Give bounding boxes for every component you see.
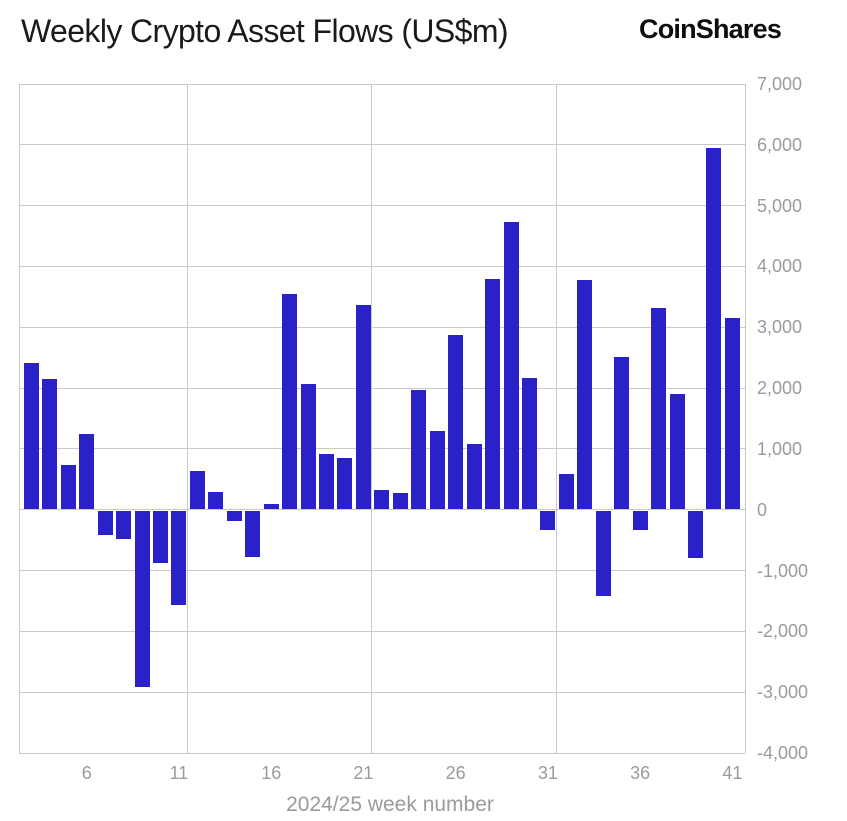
bar-week-30 bbox=[521, 377, 537, 509]
bar-week-16 bbox=[263, 503, 279, 509]
bar-week-35 bbox=[614, 357, 630, 509]
y-axis-tick-label: -4,000 bbox=[757, 743, 809, 763]
y-axis-tick-label: 0 bbox=[757, 499, 768, 520]
y-axis-tick-label: 6,000 bbox=[757, 134, 803, 155]
bar-week-17 bbox=[282, 293, 298, 509]
bar-week-18 bbox=[300, 384, 316, 509]
bar-week-29 bbox=[503, 222, 519, 509]
gridline-week-21 bbox=[371, 84, 373, 753]
bar-week-38 bbox=[669, 394, 685, 509]
x-axis-tick-label: 26 bbox=[445, 763, 466, 783]
bar-week-11 bbox=[171, 510, 187, 606]
bar-week-3 bbox=[23, 363, 39, 509]
bar-week-7 bbox=[97, 510, 113, 536]
bar-week-9 bbox=[134, 510, 150, 688]
bar-week-23 bbox=[392, 493, 408, 509]
bar-week-15 bbox=[245, 510, 261, 558]
gridline-y-6000 bbox=[19, 144, 745, 146]
bar-week-32 bbox=[558, 473, 574, 509]
bar-week-8 bbox=[116, 510, 132, 539]
bar-week-13 bbox=[208, 492, 224, 509]
bar-week-41 bbox=[724, 317, 740, 509]
gridline-y--2000 bbox=[19, 630, 745, 632]
x-axis-tick-label: 41 bbox=[722, 763, 743, 783]
gridline-y-3000 bbox=[19, 326, 745, 328]
y-axis-tick-label: -3,000 bbox=[757, 682, 809, 703]
bar-week-19 bbox=[319, 453, 335, 509]
bar-week-6 bbox=[79, 433, 95, 509]
x-axis-tick-label: 31 bbox=[537, 763, 558, 783]
plot-border-left bbox=[19, 84, 20, 753]
chart-title: Weekly Crypto Asset Flows (US$m) bbox=[21, 13, 509, 49]
y-axis-tick-label: -1,000 bbox=[757, 560, 809, 581]
bar-week-24 bbox=[411, 389, 427, 509]
gridline-y-4000 bbox=[19, 265, 745, 267]
bar-week-20 bbox=[337, 458, 353, 509]
x-axis-tick-label: 11 bbox=[169, 763, 189, 783]
x-axis-tick-label: 6 bbox=[81, 763, 92, 783]
bar-week-4 bbox=[42, 378, 58, 509]
bar-week-21 bbox=[355, 305, 371, 509]
bar-week-33 bbox=[577, 280, 593, 509]
bar-week-25 bbox=[429, 431, 445, 509]
y-axis-tick-label: 5,000 bbox=[757, 195, 803, 216]
y-axis-tick-label: -2,000 bbox=[757, 621, 809, 642]
gridline-y--4000 bbox=[19, 752, 745, 754]
x-axis-tick-label: 21 bbox=[353, 763, 374, 783]
bar-week-28 bbox=[485, 279, 501, 509]
gridline-y--3000 bbox=[19, 691, 745, 693]
y-axis-tick-label: 1,000 bbox=[757, 438, 803, 459]
coinshares-logo: CoinShares bbox=[639, 14, 782, 44]
bar-week-39 bbox=[687, 510, 703, 559]
bar-week-26 bbox=[448, 334, 464, 509]
bar-week-34 bbox=[595, 510, 611, 597]
gridline-week-11 bbox=[186, 84, 188, 753]
bar-week-40 bbox=[706, 147, 722, 509]
x-axis-title: 2024/25 week number bbox=[286, 793, 494, 816]
bar-week-36 bbox=[632, 510, 648, 531]
gridline-week-31 bbox=[555, 84, 557, 753]
bar-week-31 bbox=[540, 510, 556, 530]
x-axis-tick-label: 16 bbox=[261, 763, 282, 783]
gridline-y-7000 bbox=[19, 83, 745, 85]
y-axis-tick-label: 4,000 bbox=[757, 256, 803, 277]
y-axis-tick-label: 2,000 bbox=[757, 378, 803, 399]
bar-week-22 bbox=[374, 490, 390, 509]
gridline-y--1000 bbox=[19, 570, 745, 572]
y-axis-tick-label: 7,000 bbox=[757, 74, 803, 94]
x-axis-tick-label: 36 bbox=[630, 763, 651, 783]
gridline-y-0 bbox=[19, 509, 745, 511]
gridline-y-5000 bbox=[19, 205, 745, 207]
y-axis-tick-label: 3,000 bbox=[757, 317, 803, 338]
plot-border-right bbox=[745, 84, 746, 753]
gridline-y-2000 bbox=[19, 387, 745, 389]
bar-week-12 bbox=[189, 471, 205, 509]
gridline-y-1000 bbox=[19, 448, 745, 450]
bar-week-27 bbox=[466, 444, 482, 509]
bar-week-14 bbox=[226, 510, 242, 522]
bar-week-5 bbox=[60, 464, 76, 509]
bar-week-37 bbox=[651, 308, 667, 509]
bar-week-10 bbox=[153, 510, 169, 563]
